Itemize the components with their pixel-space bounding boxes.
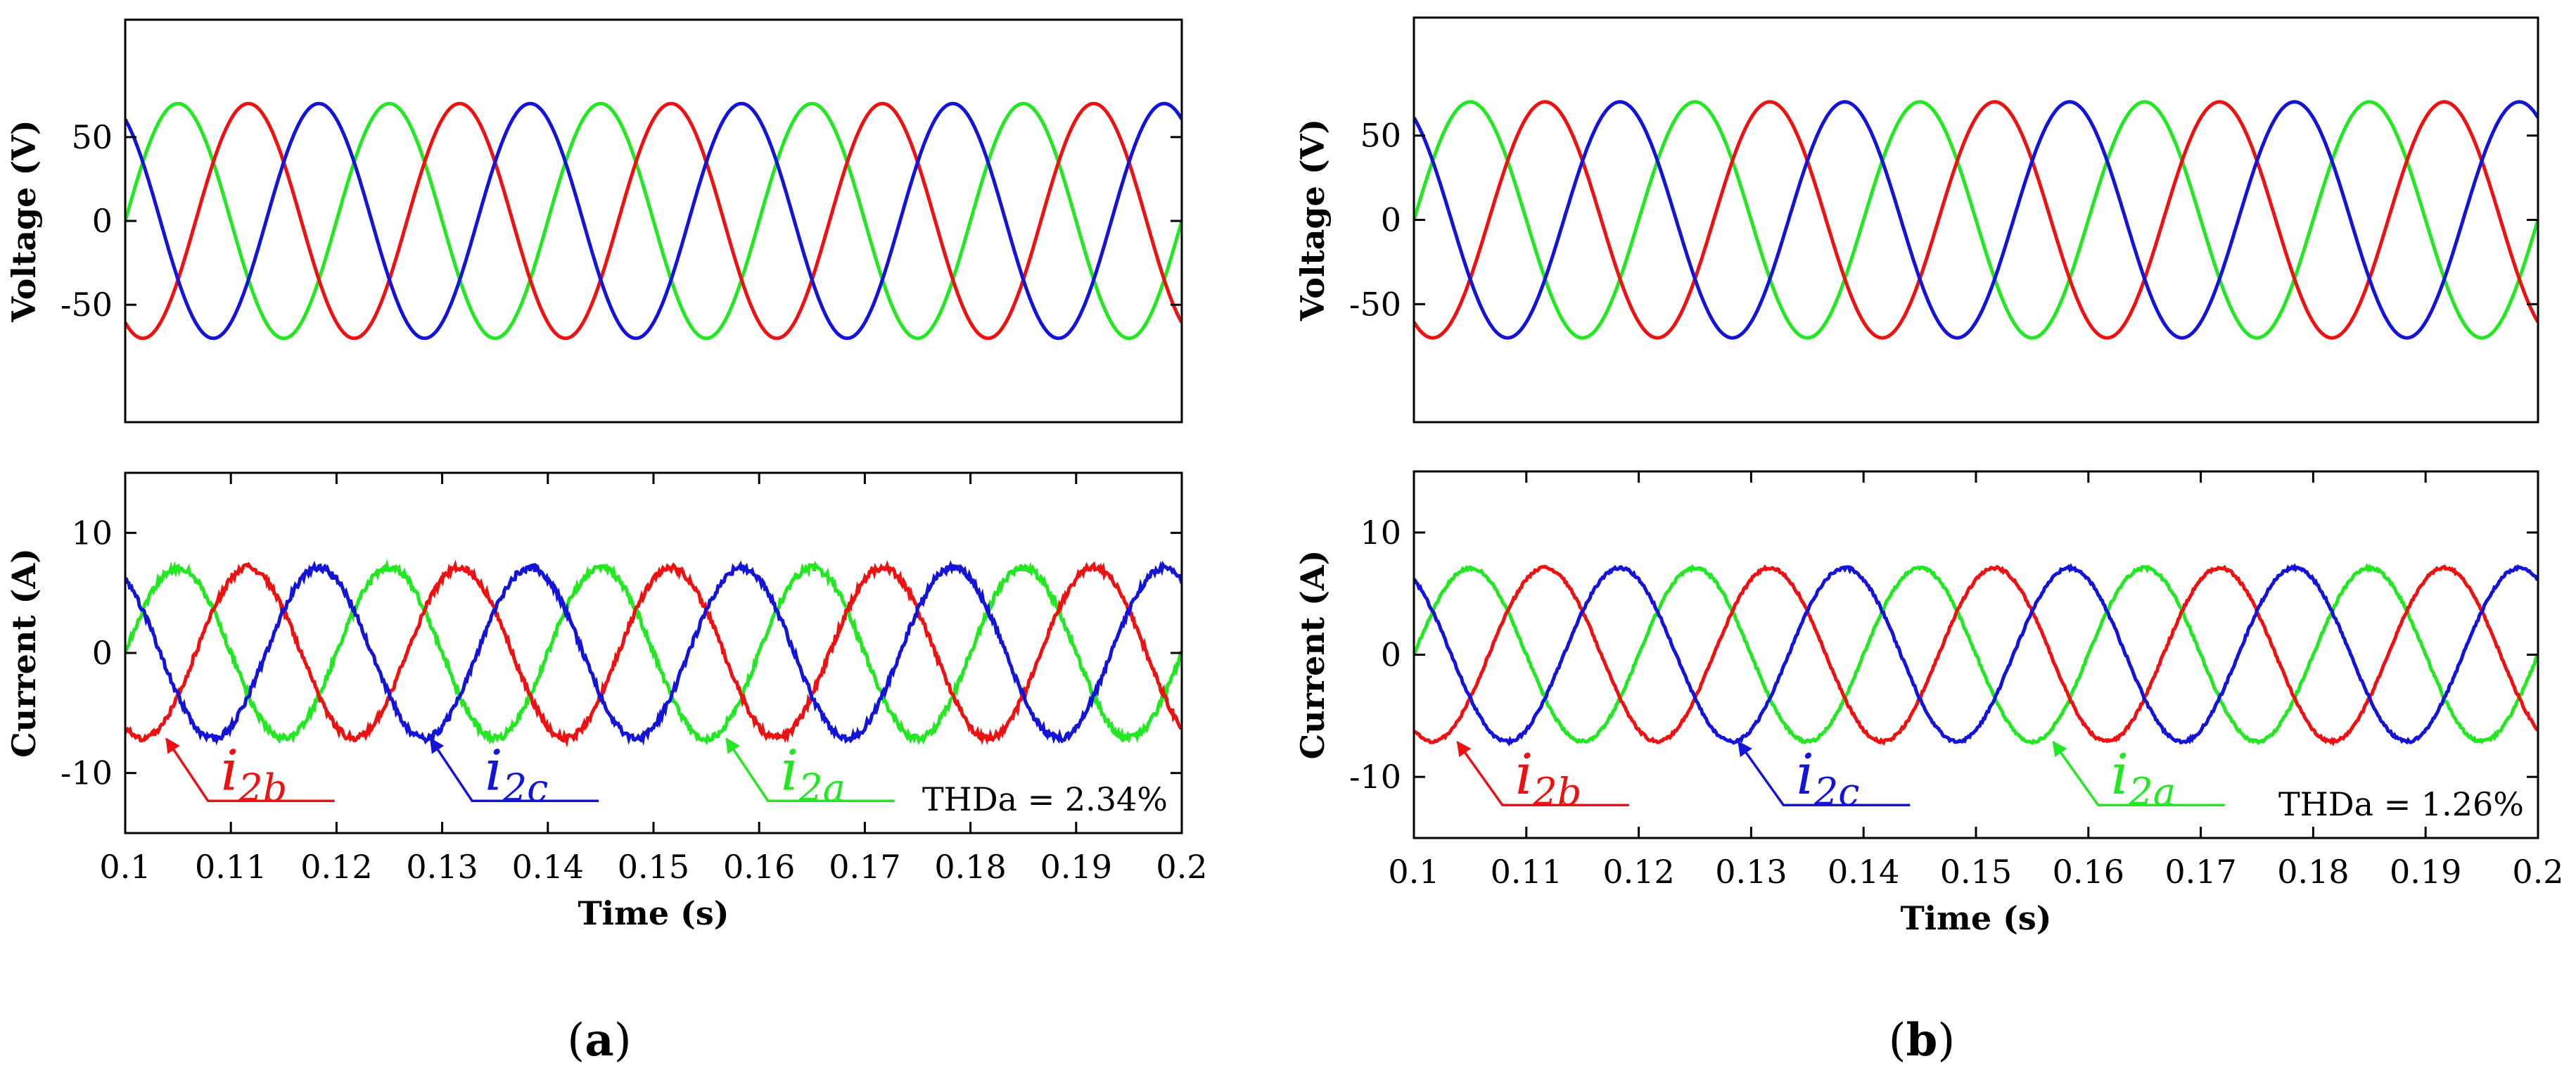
panel-b-current-plot: 10 0 -10 Current (A) 0.1 0.11 0.12 0.13 0.14 0.15… (1294, 470, 2564, 937)
current-b-series-c (1414, 563, 2538, 747)
annotation-label-i2c: i2c (1796, 742, 1859, 814)
current-a-xtick-label: 0.16 (723, 848, 795, 886)
voltage-b-ylabel: Voltage (V) (1294, 119, 1332, 322)
current-b-series-a (1414, 563, 2538, 746)
voltage-a-ytick-label: 0 (92, 202, 113, 240)
current-a-ytick-label: 0 (92, 634, 113, 672)
annotation-i2b: i2b (1456, 740, 1629, 814)
panel-b-voltage-plot: 50 0 -50 Voltage (V) (1294, 16, 2539, 424)
voltage-a-ylabel: Voltage (V) (5, 120, 43, 322)
current-a-series-a (125, 559, 1182, 746)
panel-a-voltage-plot: 50 0 -50 Voltage (V) (5, 18, 1183, 424)
current-b-series-b (1414, 564, 2538, 747)
current-a-xtick-label: 0.11 (195, 848, 267, 886)
annotation-arrow-i2b (1456, 740, 1629, 806)
voltage-b-ytick-label: 0 (1381, 201, 1401, 239)
annotation-i2b: i2b (165, 737, 335, 810)
current-a-series-c (125, 559, 1182, 746)
current-a-xtick-label: 0.1 (99, 848, 151, 886)
current-a-xtick-label: 0.13 (406, 848, 478, 886)
current-a-ytick-label: -10 (60, 754, 113, 792)
annotation-arrow-i2a (2052, 740, 2225, 806)
voltage-b-ytick-label: 50 (1360, 117, 1401, 155)
annotation-i2c: i2c (1737, 740, 1911, 814)
panel-a: 50 0 -50 Voltage (V) 10 0 -10 Current (A) 0.1 0.1… (5, 18, 1208, 1067)
annotation-i2a: i2a (725, 737, 895, 810)
current-b-xtick-label: 0.17 (2164, 853, 2236, 891)
current-a-xtick-label: 0.2 (1156, 848, 1207, 886)
annotation-arrow-i2a (725, 737, 895, 803)
current-b-ytick-label: 0 (1381, 636, 1401, 674)
current-b-xtick-label: 0.14 (1828, 853, 1899, 891)
current-a-xtick-label: 0.18 (934, 848, 1006, 886)
panel-a-current-plot: 10 0 -10 Current (A) 0.1 0.11 0.12 0.13 0.14 0.15… (5, 471, 1208, 932)
voltage-a-ytick-label: 50 (71, 118, 113, 156)
annotation-label-i2a: i2a (781, 737, 846, 810)
annotation-label-i2b: i2b (221, 737, 288, 810)
current-a-series-b (125, 559, 1182, 748)
current-b-xtick-label: 0.1 (1388, 853, 1439, 891)
current-a-xtick-label: 0.12 (300, 848, 372, 886)
current-a-ytick-label: 10 (71, 514, 113, 552)
voltage-b-series-c (1414, 100, 2538, 340)
current-a-xtick-label: 0.14 (512, 848, 584, 886)
caption-b: (b) (1889, 1014, 1956, 1067)
thd-label-a: THDa = 2.34% (922, 780, 1168, 818)
annotation-arrow-i2b (165, 737, 335, 803)
current-b-xtick-label: 0.13 (1715, 853, 1787, 891)
current-a-xtick-label: 0.15 (618, 848, 689, 886)
current-b-xtick-label: 0.11 (1491, 853, 1562, 891)
voltage-a-series-c (125, 101, 1182, 341)
voltage-b-series-a (1414, 100, 2538, 340)
annotation-label-i2b: i2b (1515, 742, 1582, 814)
current-b-xtick-label: 0.16 (2053, 853, 2124, 891)
current-b-ylabel: Current (A) (1294, 550, 1332, 760)
current-a-xtick-label: 0.17 (829, 848, 900, 886)
annotation-label-i2c: i2c (485, 737, 548, 810)
voltage-a-series-a (125, 101, 1182, 341)
current-a-xlabel: Time (s) (578, 894, 729, 932)
voltage-a-ytick-label: -50 (60, 286, 113, 324)
current-a-xtick-label: 0.19 (1040, 848, 1112, 886)
annotation-label-i2a: i2a (2111, 742, 2176, 814)
current-b-ytick-label: 10 (1360, 514, 1401, 552)
current-b-xtick-label: 0.19 (2390, 853, 2461, 891)
current-b-xtick-label: 0.18 (2277, 853, 2349, 891)
current-a-ylabel: Current (A) (5, 548, 43, 758)
thd-label-b: THDa = 1.26% (2278, 785, 2524, 823)
voltage-b-ytick-label: -50 (1349, 285, 1401, 323)
voltage-b-series-b (1414, 100, 2538, 340)
annotation-arrow-i2c (1737, 740, 1911, 806)
annotation-arrow-i2c (429, 737, 599, 803)
caption-a: (a) (567, 1014, 631, 1067)
current-b-ytick-label: -10 (1349, 758, 1401, 796)
current-b-xtick-label: 0.15 (1940, 853, 2012, 891)
panel-b: 50 0 -50 Voltage (V) 10 0 -10 Current (A) 0.1 0.1… (1294, 16, 2564, 1067)
annotation-i2c: i2c (429, 737, 599, 810)
current-b-xtick-label: 0.2 (2512, 853, 2563, 891)
annotation-i2a: i2a (2052, 740, 2225, 814)
voltage-a-series-b (125, 101, 1182, 341)
current-b-xtick-label: 0.12 (1602, 853, 1674, 891)
current-b-xlabel: Time (s) (1900, 899, 2051, 937)
